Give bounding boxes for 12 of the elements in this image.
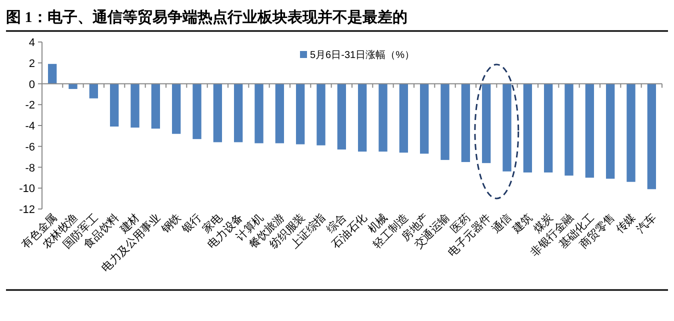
x-tick-label: 汽车 bbox=[634, 210, 659, 236]
y-tick-label: 4 bbox=[28, 37, 35, 49]
y-tick-label: -2 bbox=[25, 100, 35, 112]
y-tick-label: -12 bbox=[19, 204, 35, 216]
y-tick-label: -4 bbox=[25, 120, 35, 132]
y-tick-label: -10 bbox=[19, 183, 35, 196]
y-tick-label: -6 bbox=[25, 141, 35, 154]
y-tick-label: 0 bbox=[28, 78, 35, 91]
chart-title: 图 1：电子、通信等贸易争端热点行业板块表现并不是最差的 bbox=[6, 8, 408, 26]
y-tick-label: 2 bbox=[28, 58, 35, 70]
y-tick-label: -8 bbox=[25, 162, 35, 174]
legend-label: 5月6日-31日涨幅（%） bbox=[310, 49, 414, 61]
